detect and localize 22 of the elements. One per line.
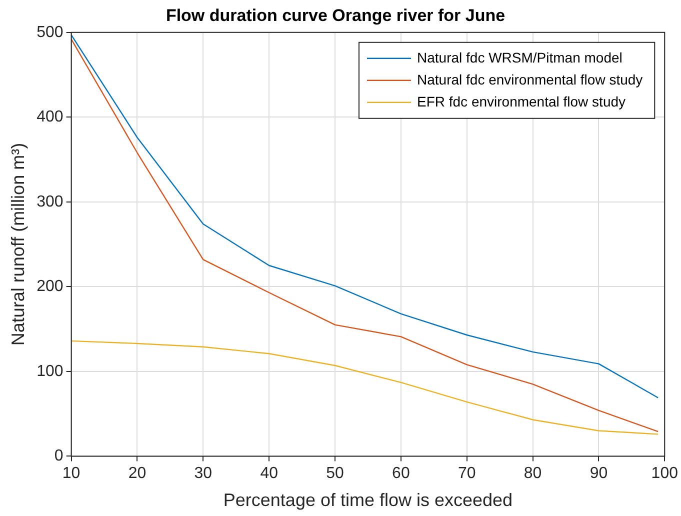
y-tick-label: 400 (36, 108, 64, 126)
x-tick-label: 70 (458, 465, 476, 482)
legend-label: Natural fdc WRSM/Pitman model (416, 49, 622, 66)
x-tick-label: 30 (194, 465, 212, 482)
x-tick-label: 90 (590, 465, 608, 482)
x-tick-label: 100 (651, 465, 678, 482)
y-tick-label: 100 (36, 362, 64, 380)
x-tick-label: 10 (62, 465, 80, 482)
chart-title: Flow duration curve Orange river for June (166, 6, 506, 25)
legend-label: Natural fdc environmental flow study (416, 71, 643, 88)
x-tick-label: 60 (392, 465, 410, 482)
y-tick-label: 200 (36, 278, 64, 296)
y-tick-label: 0 (54, 448, 64, 465)
x-tick-label: 40 (260, 465, 278, 482)
x-tick-label: 80 (524, 465, 542, 482)
y-axis-title: Natural runoff (million m³) (8, 142, 28, 346)
legend-label: EFR fdc environmental flow study (416, 93, 626, 110)
y-tick-label: 500 (36, 24, 64, 41)
x-axis-title: Percentage of time flow is exceeded (223, 490, 513, 510)
x-tick-label: 50 (326, 465, 344, 482)
y-tick-label: 300 (36, 193, 64, 210)
x-tick-label: 20 (128, 465, 146, 482)
